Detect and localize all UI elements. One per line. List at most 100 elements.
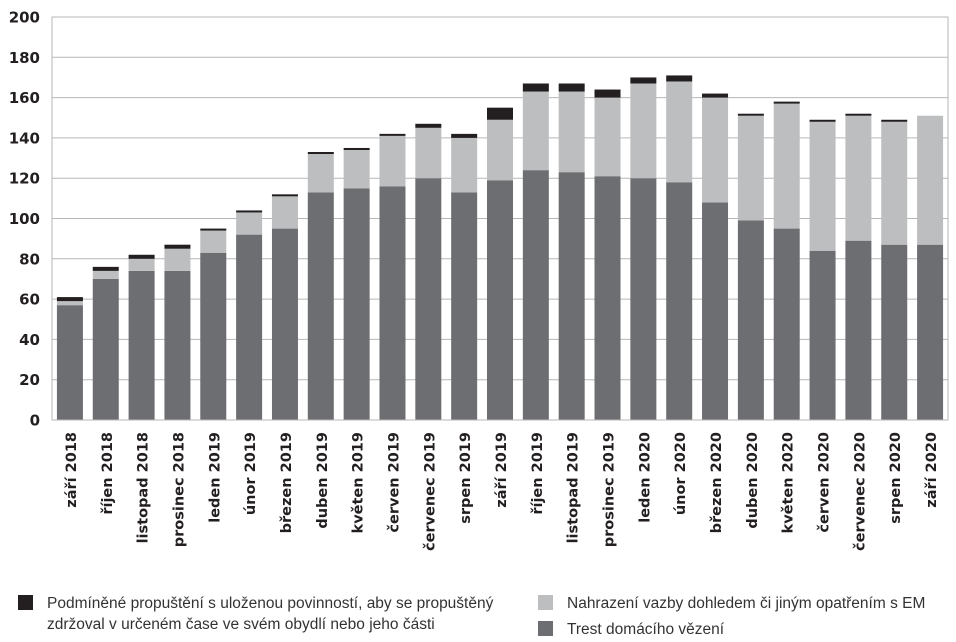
bar-segment-house-arrest: [56, 305, 83, 420]
bar-segment-house-arrest: [487, 180, 513, 420]
bar-segment-parole: [451, 133, 478, 138]
bar-segment-parole: [200, 228, 227, 231]
x-tick-label: říjen 2018: [100, 432, 116, 515]
bar-segment-house-arrest: [917, 244, 944, 420]
bar-segment-parole: [737, 113, 764, 116]
bar-segment-house-arrest: [594, 176, 621, 420]
y-tick-label: 160: [9, 89, 40, 107]
x-tick-label: červen 2019: [386, 432, 402, 533]
bar-segment-house-arrest: [630, 178, 657, 420]
bar-segment-custody-replacement: [379, 135, 406, 187]
x-axis-tick-labels: září 2018 říjen 2018 listopad 2018 prosinec…: [64, 432, 940, 551]
bar-segment-custody-replacement: [451, 137, 478, 193]
bar-segment-custody-replacement: [522, 91, 549, 171]
legend-item-house-arrest: Trest domácího vězení: [538, 619, 938, 640]
bar-segment-custody-replacement: [630, 83, 657, 179]
bar-segment-parole: [128, 254, 155, 259]
bar-segment-custody-replacement: [737, 115, 764, 221]
x-tick-label: duben 2020: [745, 432, 761, 529]
plot-frame: [51, 16, 949, 421]
legend-label-house-arrest: Trest domácího vězení: [567, 621, 725, 638]
bar-segment-custody-replacement: [881, 121, 908, 245]
x-tick-label: únor 2020: [673, 432, 689, 515]
bar-segment-custody-replacement: [558, 91, 585, 173]
bar-segment-house-arrest: [773, 228, 800, 420]
legend-label-parole: Podmíněné propuštění s uloženou povinnos…: [47, 595, 494, 633]
x-tick-label: červenec 2019: [422, 432, 438, 551]
bar-segment-house-arrest: [809, 250, 836, 420]
bar-segment-parole: [92, 266, 119, 271]
y-axis-tick-labels: 0 20 40 60 80 100 120 140 160 180 200: [9, 9, 40, 430]
bar-segment-parole: [845, 113, 872, 116]
y-tick-label: 20: [19, 371, 40, 389]
y-tick-label: 0: [30, 412, 40, 430]
x-tick-label: květen 2020: [781, 432, 797, 533]
y-tick-label: 80: [19, 250, 40, 268]
bar-segment-custody-replacement: [594, 97, 621, 177]
x-tick-label: říjen 2019: [530, 432, 546, 515]
bar-segment-custody-replacement: [164, 248, 191, 271]
x-tick-label: duben 2019: [315, 432, 331, 529]
x-tick-label: prosinec 2018: [171, 432, 187, 547]
y-tick-label: 100: [9, 210, 40, 228]
bar-segment-parole: [56, 297, 83, 302]
legend-swatch-parole: [18, 595, 33, 610]
bar-segment-parole: [487, 107, 513, 120]
bar-segment-custody-replacement: [343, 149, 370, 189]
x-tick-label: leden 2020: [637, 432, 653, 523]
bar-segment-house-arrest: [415, 178, 442, 420]
bar-segment-custody-replacement: [845, 115, 872, 241]
legend-item-parole: Podmíněné propuštění s uloženou povinnos…: [18, 593, 538, 635]
bar-segment-parole: [594, 89, 621, 98]
x-tick-label: prosinec 2019: [602, 432, 618, 547]
bar-segment-parole: [666, 75, 693, 82]
bar-segment-house-arrest: [164, 270, 191, 420]
y-tick-label: 60: [19, 291, 40, 309]
bar-segment-house-arrest: [737, 220, 764, 420]
x-tick-label: září 2018: [64, 432, 80, 508]
x-tick-label: srpen 2019: [458, 432, 474, 524]
bar-segment-parole: [379, 133, 406, 136]
x-tick-label: únor 2019: [243, 432, 259, 515]
x-tick-label: leden 2019: [207, 432, 223, 523]
bar-segment-house-arrest: [845, 240, 872, 420]
bar-segment-custody-replacement: [415, 127, 442, 179]
bars: [56, 75, 944, 420]
x-tick-label: červen 2020: [817, 432, 833, 533]
bar-segment-custody-replacement: [702, 97, 729, 203]
y-tick-label: 140: [9, 129, 40, 147]
bar-segment-parole: [630, 77, 657, 84]
bar-segment-parole: [809, 119, 836, 122]
bar-segment-house-arrest: [881, 244, 908, 420]
legend-swatch-house-arrest: [538, 621, 553, 636]
x-tick-label: březen 2020: [709, 432, 725, 533]
x-tick-label: listopad 2019: [566, 432, 582, 543]
bar-segment-house-arrest: [702, 202, 729, 420]
bar-segment-house-arrest: [128, 270, 155, 420]
bar-segment-custody-replacement: [809, 121, 836, 251]
y-tick-label: 200: [9, 9, 40, 27]
x-tick-label: listopad 2018: [136, 432, 152, 543]
bar-segment-custody-replacement: [307, 154, 334, 193]
bar-segment-custody-replacement: [92, 270, 119, 279]
bar-segment-parole: [415, 123, 442, 128]
bar-segment-house-arrest: [343, 188, 370, 420]
x-tick-label: červenec 2020: [852, 432, 868, 551]
bar-segment-house-arrest: [236, 234, 263, 420]
bar-segment-house-arrest: [200, 252, 227, 420]
stacked-bar-chart: 0 20 40 60 80 100 120 140 160 180 200 září 2018 říj…: [9, 9, 949, 551]
bar-segment-house-arrest: [379, 186, 406, 420]
bar-segment-parole: [773, 101, 800, 104]
bar-segment-parole: [881, 119, 908, 122]
bar-segment-custody-replacement: [236, 212, 263, 235]
bar-segment-parole: [236, 210, 263, 213]
bar-segment-custody-replacement: [917, 115, 944, 245]
bar-segment-custody-replacement: [666, 81, 693, 183]
bar-segment-parole: [702, 93, 729, 98]
y-tick-label: 40: [19, 331, 40, 349]
bar-segment-parole: [343, 147, 370, 150]
bar-segment-custody-replacement: [128, 258, 155, 271]
bar-segment-custody-replacement: [200, 230, 227, 253]
bar-segment-parole: [271, 194, 298, 197]
bar-segment-parole: [164, 244, 191, 249]
